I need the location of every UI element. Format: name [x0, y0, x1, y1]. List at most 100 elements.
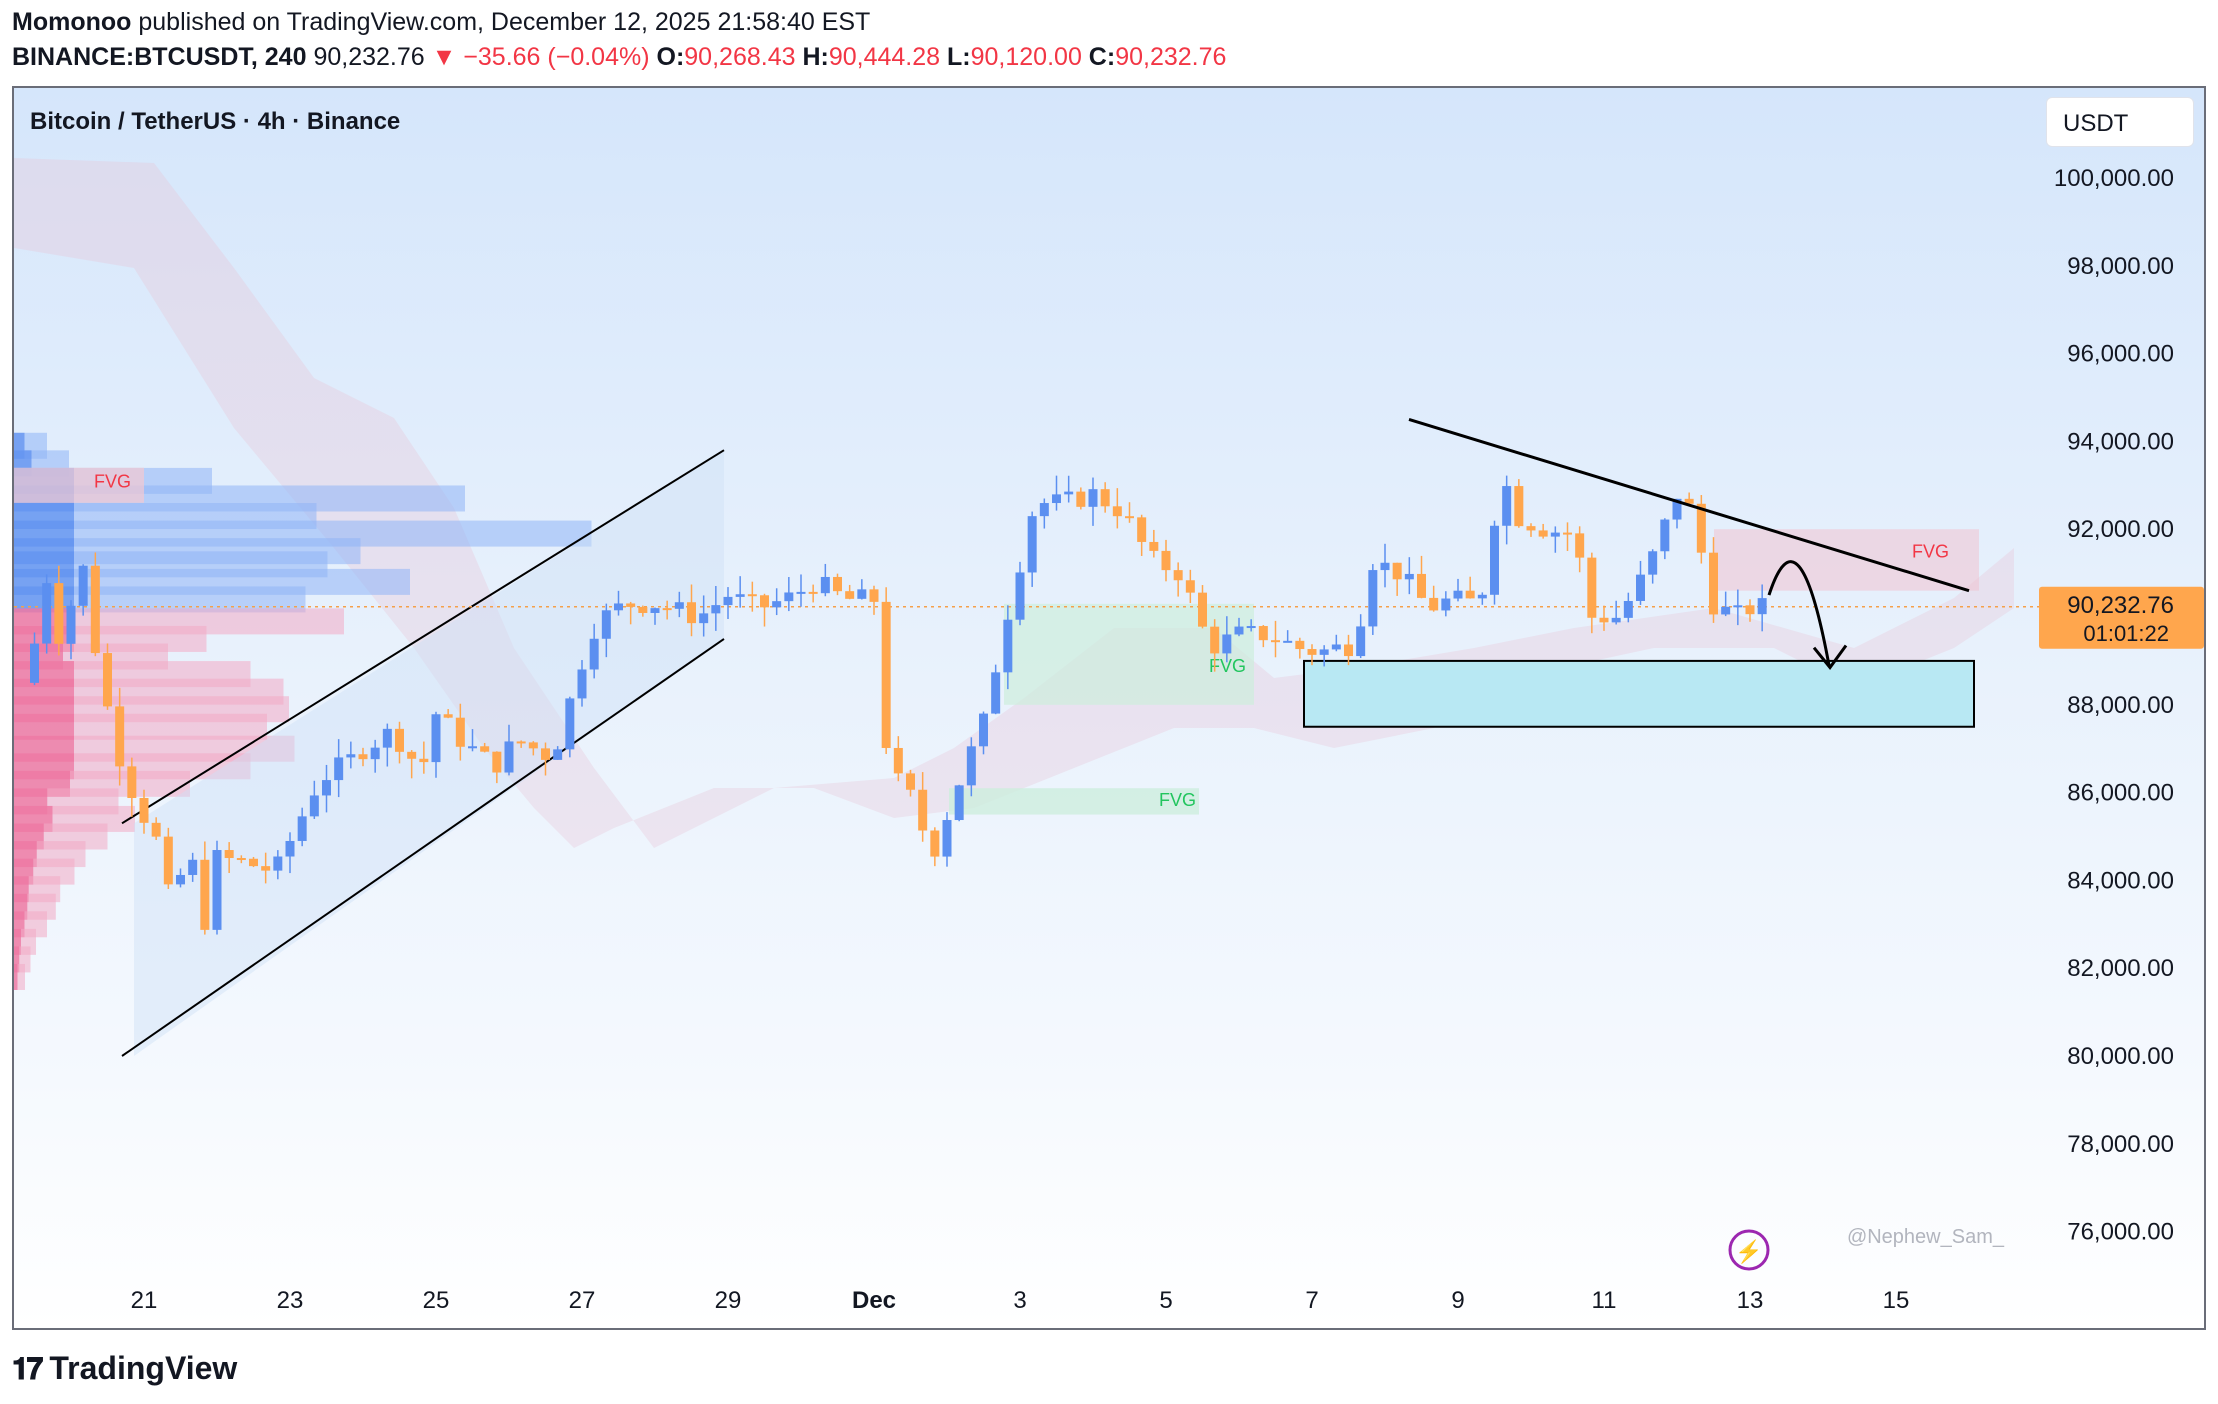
candle-body[interactable]	[1088, 489, 1098, 507]
candle-body[interactable]	[845, 591, 855, 599]
tradingview-logo[interactable]: 𝟏𝟕 TradingView	[12, 1350, 237, 1387]
candle-body[interactable]	[699, 613, 709, 624]
candle-body[interactable]	[236, 858, 246, 861]
candle-body[interactable]	[1283, 640, 1293, 643]
candle-body[interactable]	[115, 706, 125, 767]
candle-body[interactable]	[906, 773, 915, 790]
candle-body[interactable]	[188, 859, 198, 875]
candle-body[interactable]	[687, 602, 696, 624]
candle-body[interactable]	[1490, 525, 1499, 595]
candle-body[interactable]	[1368, 570, 1378, 627]
candle-body[interactable]	[1307, 649, 1317, 655]
currency-button[interactable]: USDT	[2046, 97, 2194, 147]
candle-body[interactable]	[1575, 533, 1585, 558]
candle-body[interactable]	[1392, 562, 1402, 580]
candle-body[interactable]	[1502, 486, 1512, 526]
candle-body[interactable]	[528, 742, 538, 749]
candle-body[interactable]	[1587, 557, 1597, 618]
candle-body[interactable]	[1514, 486, 1524, 527]
candle-body[interactable]	[455, 717, 465, 747]
candle-body[interactable]	[735, 594, 745, 597]
candle-body[interactable]	[772, 601, 782, 608]
candle-body[interactable]	[1039, 503, 1049, 517]
candle-body[interactable]	[674, 602, 684, 609]
candle-body[interactable]	[966, 746, 976, 786]
candle-body[interactable]	[626, 603, 636, 607]
symbol-label[interactable]: BINANCE:BTCUSDT, 240	[12, 43, 307, 71]
candle-body[interactable]	[297, 816, 307, 841]
candle-body[interactable]	[565, 698, 575, 750]
candle-body[interactable]	[78, 565, 88, 606]
candle-body[interactable]	[54, 583, 64, 644]
candle-body[interactable]	[468, 746, 477, 749]
candle-body[interactable]	[881, 601, 891, 748]
candle-body[interactable]	[1295, 640, 1305, 650]
candle-body[interactable]	[1599, 617, 1609, 623]
candle-body[interactable]	[723, 596, 733, 606]
candle-body[interactable]	[1636, 574, 1645, 601]
candle-body[interactable]	[30, 643, 39, 683]
candle-body[interactable]	[200, 859, 210, 930]
candle-body[interactable]	[1733, 605, 1743, 608]
candle-body[interactable]	[358, 754, 368, 760]
candle-body[interactable]	[334, 757, 344, 781]
candle-body[interactable]	[249, 858, 258, 867]
candle-body[interactable]	[1161, 550, 1171, 571]
candle-body[interactable]	[419, 758, 429, 763]
candle-body[interactable]	[553, 749, 563, 760]
candle-body[interactable]	[431, 714, 441, 763]
candle-body[interactable]	[480, 746, 490, 752]
candle-body[interactable]	[1319, 649, 1329, 655]
candle-body[interactable]	[1745, 605, 1755, 615]
candle-body[interactable]	[382, 728, 392, 748]
candle-body[interactable]	[212, 850, 222, 930]
candle-body[interactable]	[930, 830, 940, 857]
candlestick-chart[interactable]: FVG FVG FVG FVG 100,000.00 98,000.00 96,000.00…	[14, 88, 2204, 1328]
candle-body[interactable]	[66, 605, 76, 644]
candle-body[interactable]	[541, 748, 550, 760]
candle-body[interactable]	[1185, 580, 1195, 593]
candle-body[interactable]	[309, 795, 319, 817]
candle-body[interactable]	[1210, 626, 1220, 654]
candle-body[interactable]	[1453, 590, 1463, 599]
candle-body[interactable]	[954, 785, 964, 821]
candle-body[interactable]	[857, 589, 867, 599]
candle-body[interactable]	[1429, 597, 1439, 611]
candle-body[interactable]	[1149, 541, 1159, 551]
candle-body[interactable]	[492, 751, 502, 773]
flash-icon[interactable]	[1728, 1229, 1770, 1271]
candle-body[interactable]	[1125, 516, 1134, 519]
candle-body[interactable]	[322, 780, 331, 796]
candle-body[interactable]	[346, 754, 356, 758]
candle-body[interactable]	[1271, 640, 1280, 643]
candle-body[interactable]	[273, 856, 283, 871]
candle-body[interactable]	[1417, 573, 1426, 598]
candle-body[interactable]	[1137, 517, 1147, 542]
candle-body[interactable]	[1721, 606, 1731, 615]
candle-body[interactable]	[1709, 552, 1718, 615]
candle-body[interactable]	[261, 866, 271, 871]
candle-body[interactable]	[1027, 516, 1037, 573]
candle-body[interactable]	[516, 741, 526, 744]
candle-body[interactable]	[139, 797, 149, 823]
candle-body[interactable]	[1623, 600, 1633, 618]
candle-body[interactable]	[1465, 590, 1475, 599]
candle-body[interactable]	[103, 653, 112, 707]
publisher-name[interactable]: Momonoo	[12, 8, 132, 36]
candle-body[interactable]	[1648, 551, 1658, 575]
candle-body[interactable]	[869, 589, 879, 602]
candle-body[interactable]	[1404, 573, 1414, 580]
candle-body[interactable]	[1696, 503, 1706, 553]
candle-body[interactable]	[1526, 526, 1536, 531]
candle-body[interactable]	[747, 594, 757, 597]
chart-frame[interactable]: FVG FVG FVG FVG 100,000.00 98,000.00 96,000.00…	[12, 86, 2206, 1330]
candle-body[interactable]	[395, 728, 404, 752]
candle-body[interactable]	[796, 591, 806, 594]
candle-body[interactable]	[1477, 594, 1487, 599]
candle-body[interactable]	[224, 850, 234, 859]
candle-body[interactable]	[1611, 617, 1621, 623]
candle-body[interactable]	[370, 747, 380, 760]
candle-body[interactable]	[979, 713, 988, 747]
candle-body[interactable]	[1356, 626, 1366, 657]
candle-body[interactable]	[942, 820, 952, 857]
